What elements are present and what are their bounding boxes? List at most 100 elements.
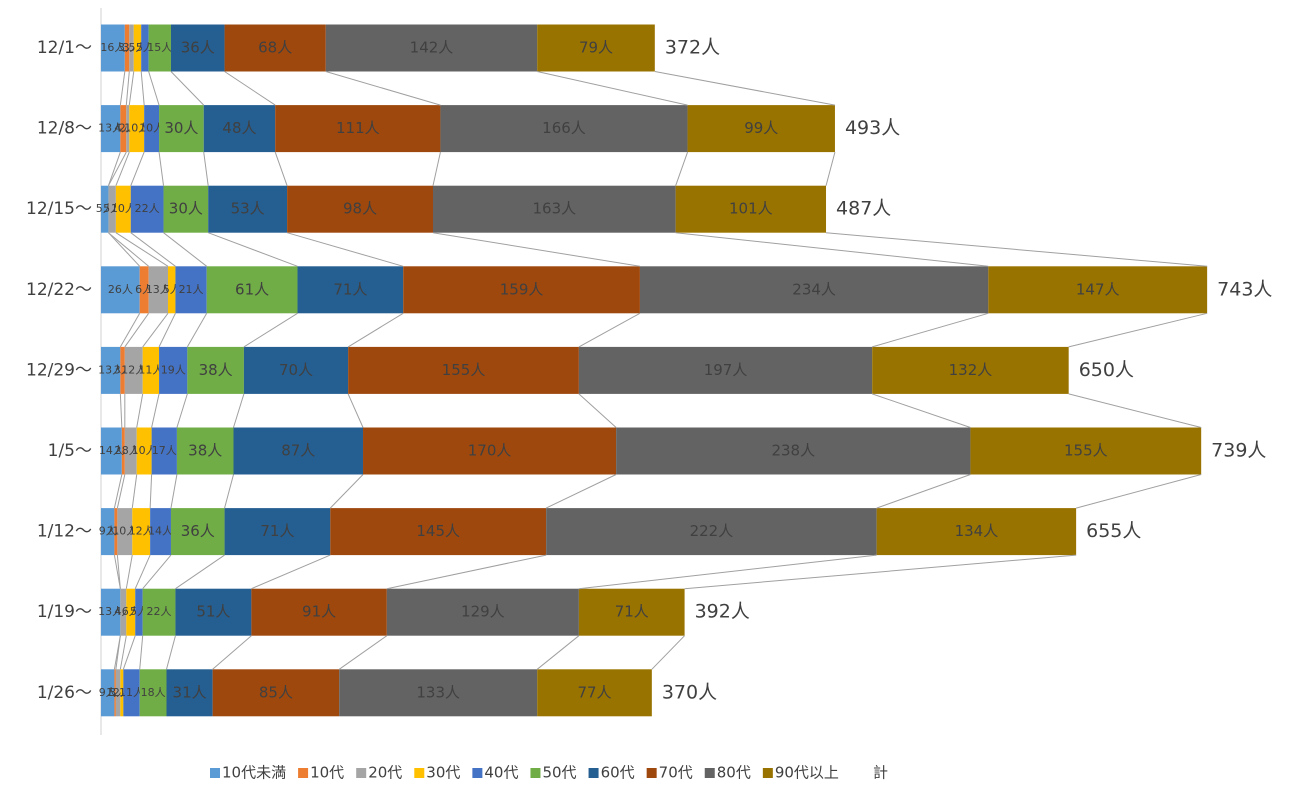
data-label: 222人	[690, 522, 734, 540]
series-line	[654, 71, 836, 106]
data-label: 22人	[135, 202, 160, 215]
bar-segment	[970, 427, 1202, 475]
data-label: 145人	[416, 522, 460, 540]
total-label: 392人	[695, 601, 750, 623]
series-line	[139, 635, 144, 670]
bar-segment	[142, 346, 160, 394]
data-label: 12人	[129, 525, 154, 538]
bar-segment	[386, 588, 579, 636]
series-line	[286, 232, 404, 267]
data-label: 16人	[100, 41, 125, 54]
y-tick-label: 12/1～	[37, 38, 92, 58]
series-line	[166, 635, 176, 670]
data-label: 51人	[196, 603, 230, 621]
data-label: 133人	[416, 683, 460, 701]
series-line	[115, 151, 130, 186]
data-label: 85人	[259, 683, 293, 701]
bar-segment	[115, 669, 121, 717]
data-label: 30人	[164, 119, 198, 137]
legend-marker	[704, 768, 715, 778]
data-label: 31人	[173, 683, 207, 701]
legend-label: 10代未満	[222, 764, 286, 782]
series-line	[536, 635, 580, 670]
data-label: 170人	[468, 442, 512, 460]
series-line	[338, 635, 388, 670]
legend-marker	[210, 768, 220, 778]
data-label: 155人	[442, 361, 486, 379]
bar-segment	[537, 669, 652, 717]
series-line	[578, 393, 617, 428]
series-line	[122, 635, 136, 670]
total-label: 743人	[1217, 278, 1272, 300]
series-line	[386, 554, 547, 590]
bar-segment	[578, 346, 873, 394]
data-label: 71人	[260, 522, 294, 540]
data-label: 53人	[231, 200, 265, 218]
bar-segment	[101, 346, 121, 394]
bar-segment	[133, 24, 142, 72]
series-line	[224, 71, 276, 106]
bar-segment	[101, 669, 115, 717]
bar-segment	[151, 427, 177, 475]
legend-label: 計	[873, 764, 888, 782]
legend-label: 20代	[368, 764, 402, 782]
bar-segment	[142, 588, 176, 636]
series-line	[251, 554, 331, 590]
bar-segment	[101, 185, 109, 233]
legend-label: 30代	[426, 764, 460, 782]
data-label: 234人	[792, 280, 836, 298]
legend-label: 70代	[659, 764, 693, 782]
legend-marker	[762, 768, 773, 778]
series-line	[108, 232, 149, 267]
y-tick-label: 1/5～	[48, 441, 92, 461]
data-label: 21人	[179, 283, 204, 296]
series-line	[131, 474, 138, 509]
legend-marker	[588, 768, 599, 778]
total-label: 372人	[665, 37, 720, 59]
legend-marker	[414, 768, 425, 778]
series-line	[274, 151, 288, 186]
data-label: 14人	[148, 525, 173, 538]
bar-segment	[101, 427, 122, 475]
series-line	[108, 232, 141, 267]
data-label: 163人	[533, 200, 577, 218]
bar-segment	[101, 266, 140, 314]
bar-segment	[126, 105, 130, 153]
data-label: 36人	[181, 39, 215, 57]
series-line	[158, 313, 176, 348]
series-line	[130, 151, 145, 186]
bar-segment	[139, 669, 167, 717]
bar-segment	[876, 508, 1077, 556]
bar-segment	[170, 508, 225, 556]
bar-segment	[206, 266, 298, 314]
data-label: 71人	[333, 280, 367, 298]
bar-segment	[233, 427, 364, 475]
bar-segment	[114, 508, 118, 556]
bar-segment	[123, 669, 140, 717]
data-label: 11人	[138, 363, 163, 376]
data-label: 98人	[343, 200, 377, 218]
total-label: 487人	[836, 198, 891, 220]
bar-segment	[251, 588, 387, 636]
legend-label: 50代	[542, 764, 576, 782]
bar-segment	[287, 185, 433, 233]
data-label: 132人	[949, 361, 993, 379]
series-line	[163, 232, 208, 267]
series-line	[130, 232, 176, 267]
data-label: 71人	[615, 603, 649, 621]
bar-segment	[212, 669, 340, 717]
data-label: 36人	[181, 522, 215, 540]
series-line	[329, 474, 364, 509]
bar-segment	[163, 185, 209, 233]
y-tick-label: 12/8～	[37, 119, 92, 139]
bar-segment	[687, 105, 835, 153]
bar-segment	[330, 508, 547, 556]
y-tick-label: 1/26～	[37, 683, 92, 703]
data-label: 166人	[542, 119, 586, 137]
total-label: 370人	[662, 681, 717, 703]
data-label: 159人	[500, 280, 544, 298]
bar-segment	[130, 185, 164, 233]
series-line	[119, 393, 123, 428]
legend-marker	[298, 768, 309, 778]
total-label: 493人	[845, 117, 900, 139]
